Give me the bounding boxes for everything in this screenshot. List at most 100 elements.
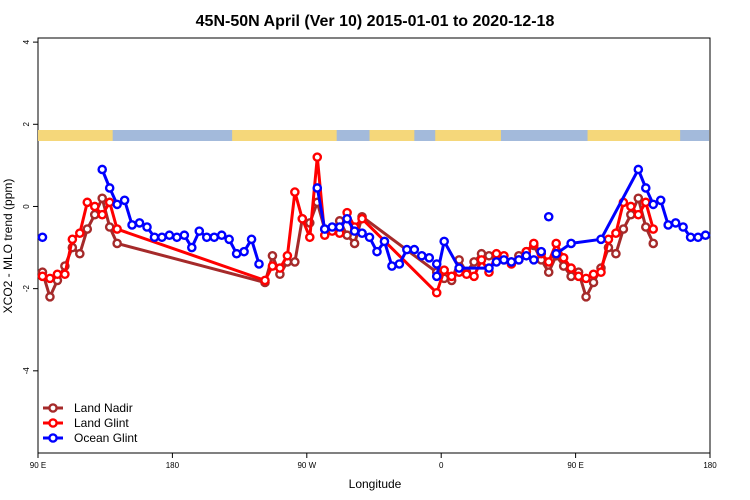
ocean-glint-point-25 [327,222,337,232]
land-glint-point-15 [290,187,300,197]
land-glint-point-6 [82,197,93,208]
land-glint-point-5 [75,228,85,238]
ocean-glint-point-20 [239,246,249,257]
ocean-glint-point-57 [648,199,659,210]
ocean-glint-point-40 [431,271,442,282]
ocean-glint-point-38 [424,253,435,263]
ocean-glint-point-46 [506,257,517,267]
ocean-glint-point-11 [172,232,182,243]
ocean-glint-point-48 [521,250,532,261]
legend-item-ocean-glint: Ocean Glint [43,431,138,445]
x-tick-label-5: 180 [703,461,717,470]
land-nadir-point-50 [618,224,629,234]
land-glint-point-31 [476,255,487,265]
ocean-glint-point-44 [491,257,502,267]
ocean-glint-point-17 [216,230,227,241]
legend-marker-ocean-glint [48,433,58,443]
ocean-glint-point-45 [499,255,509,265]
ocean-glint-point-53 [566,238,576,249]
land-glint-point-17 [304,232,315,243]
land-glint-point-38 [528,238,539,249]
land-band-1 [232,130,337,141]
land-glint-point-45 [581,273,591,284]
land-glint-point-0 [37,271,48,282]
ocean-glint-point-64 [700,230,711,241]
land-nadir-point-40 [543,267,554,278]
land-glint-point-30 [469,271,479,282]
land-glint-point-11 [260,275,270,286]
land-glint-point-18 [312,152,323,162]
ocean-glint-point-31 [372,246,382,257]
land-glint-point-53 [640,197,651,208]
land-glint-point-10 [112,224,122,234]
ocean-glint-point-1 [97,164,108,175]
ocean-glint-point-16 [209,232,220,243]
land-glint-point-1 [45,273,55,284]
ocean-glint-point-36 [409,244,420,255]
land-nadir-point-52 [633,193,644,204]
land-ocean-bar [38,130,709,141]
land-nadir-point-49 [611,248,621,259]
land-glint-point-49 [611,228,621,238]
ocean-glint-point-54 [596,234,606,245]
land-band-2 [369,130,415,141]
land-glint-point-3 [60,269,70,280]
land-glint-point-41 [551,238,561,249]
ocean-glint-point-37 [416,250,427,261]
land-nadir-point-12 [267,250,278,261]
ocean-glint-point-3 [112,199,122,210]
ocean-glint-point-51 [543,211,554,222]
legend-label-land-glint: Land Glint [74,416,129,430]
legend-marker-land-glint [48,418,58,428]
land-glint-point-51 [626,201,636,212]
ocean-glint-point-24 [319,224,330,234]
land-glint-point-24 [357,213,367,224]
y-axis-title: XCO2 - MLO trend (ppm) [1,179,15,314]
land-nadir-point-30 [469,257,479,267]
land-glint-point-4 [67,234,78,245]
legend-item-land-nadir: Land Nadir [43,401,133,415]
x-axis-title: Longitude [349,477,402,491]
land-glint-point-54 [648,224,659,234]
land-glint-point-44 [573,271,584,282]
land-nadir-point-54 [648,238,659,249]
ocean-glint-point-27 [342,213,352,224]
ocean-glint-point-52 [551,248,561,259]
y-axis: -4 -2 0 2 4 [22,39,38,374]
ocean-glint-point-5 [127,220,137,230]
land-glint-point-14 [282,250,293,261]
x-tick-label-2: 90 W [297,461,316,470]
land-glint-point-42 [558,253,569,263]
x-tick-label-4: 90 E [567,461,583,470]
y-tick-label-4: 4 [22,39,31,44]
land-glint-series [37,152,659,298]
x-tick-label-3: 0 [439,461,444,470]
land-nadir-point-46 [588,277,599,288]
ocean-glint-point-12 [179,230,190,241]
land-nadir-point-43 [566,271,576,282]
land-nadir-point-6 [82,224,93,234]
legend-marker-land-nadir [48,403,58,413]
land-glint-point-8 [97,209,108,220]
land-glint-point-13 [275,263,285,273]
land-nadir-point-8 [97,193,108,204]
x-tick-label-1: 180 [166,461,180,470]
land-glint-point-16 [297,213,308,224]
plot-frame [37,37,711,454]
land-nadir-point-10 [112,238,122,249]
land-nadir-point-51 [626,209,636,220]
ocean-glint-point-33 [387,261,397,271]
ocean-glint-series [37,164,711,282]
land-glint-point-46 [588,269,599,280]
land-nadir-point-32 [484,250,494,261]
y-tick-label-1: -2 [22,285,31,293]
land-glint-point-43 [566,263,576,273]
ocean-glint-point-47 [514,255,524,265]
ocean-glint-point-10 [164,230,175,241]
land-nadir-point-1 [45,292,55,302]
ocean-glint-point-2 [104,183,115,193]
legend-label-land-nadir: Land Nadir [74,401,133,415]
ocean-glint-point-49 [528,255,539,265]
